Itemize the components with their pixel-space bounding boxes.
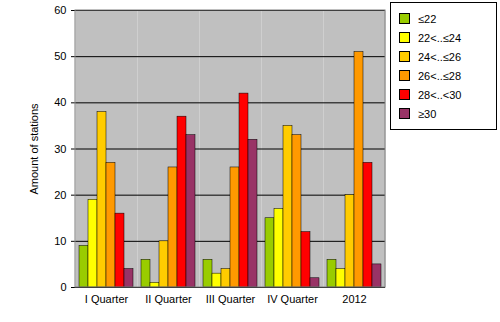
svg-text:50: 50 <box>54 50 66 62</box>
svg-text:III Quarter: III Quarter <box>206 293 256 305</box>
html-text:≤22: ≤22 <box>418 12 437 25</box>
svg-text:II Quarter: II Quarter <box>145 293 192 305</box>
svg-text:IV Quarter: IV Quarter <box>267 293 318 305</box>
svg-text:0: 0 <box>60 281 66 293</box>
html-text:≥30: ≥30 <box>418 107 437 120</box>
svg-text:60: 60 <box>54 4 66 16</box>
svg-text:Amount of stations: Amount of stations <box>28 103 40 195</box>
svg-text:2012: 2012 <box>342 293 366 305</box>
html-text:26<..≤28: 26<..≤28 <box>418 69 461 82</box>
svg-text:20: 20 <box>54 189 66 201</box>
html-text:22<..≤24: 22<..≤24 <box>418 31 461 44</box>
svg-text:30: 30 <box>54 143 66 155</box>
svg-text:10: 10 <box>54 235 66 247</box>
svg-text:40: 40 <box>54 96 66 108</box>
html-text:24<..≤26: 24<..≤26 <box>418 50 461 63</box>
svg-text:I Quarter: I Quarter <box>85 293 129 305</box>
html-text:28<..<30: 28<..<30 <box>418 88 462 101</box>
